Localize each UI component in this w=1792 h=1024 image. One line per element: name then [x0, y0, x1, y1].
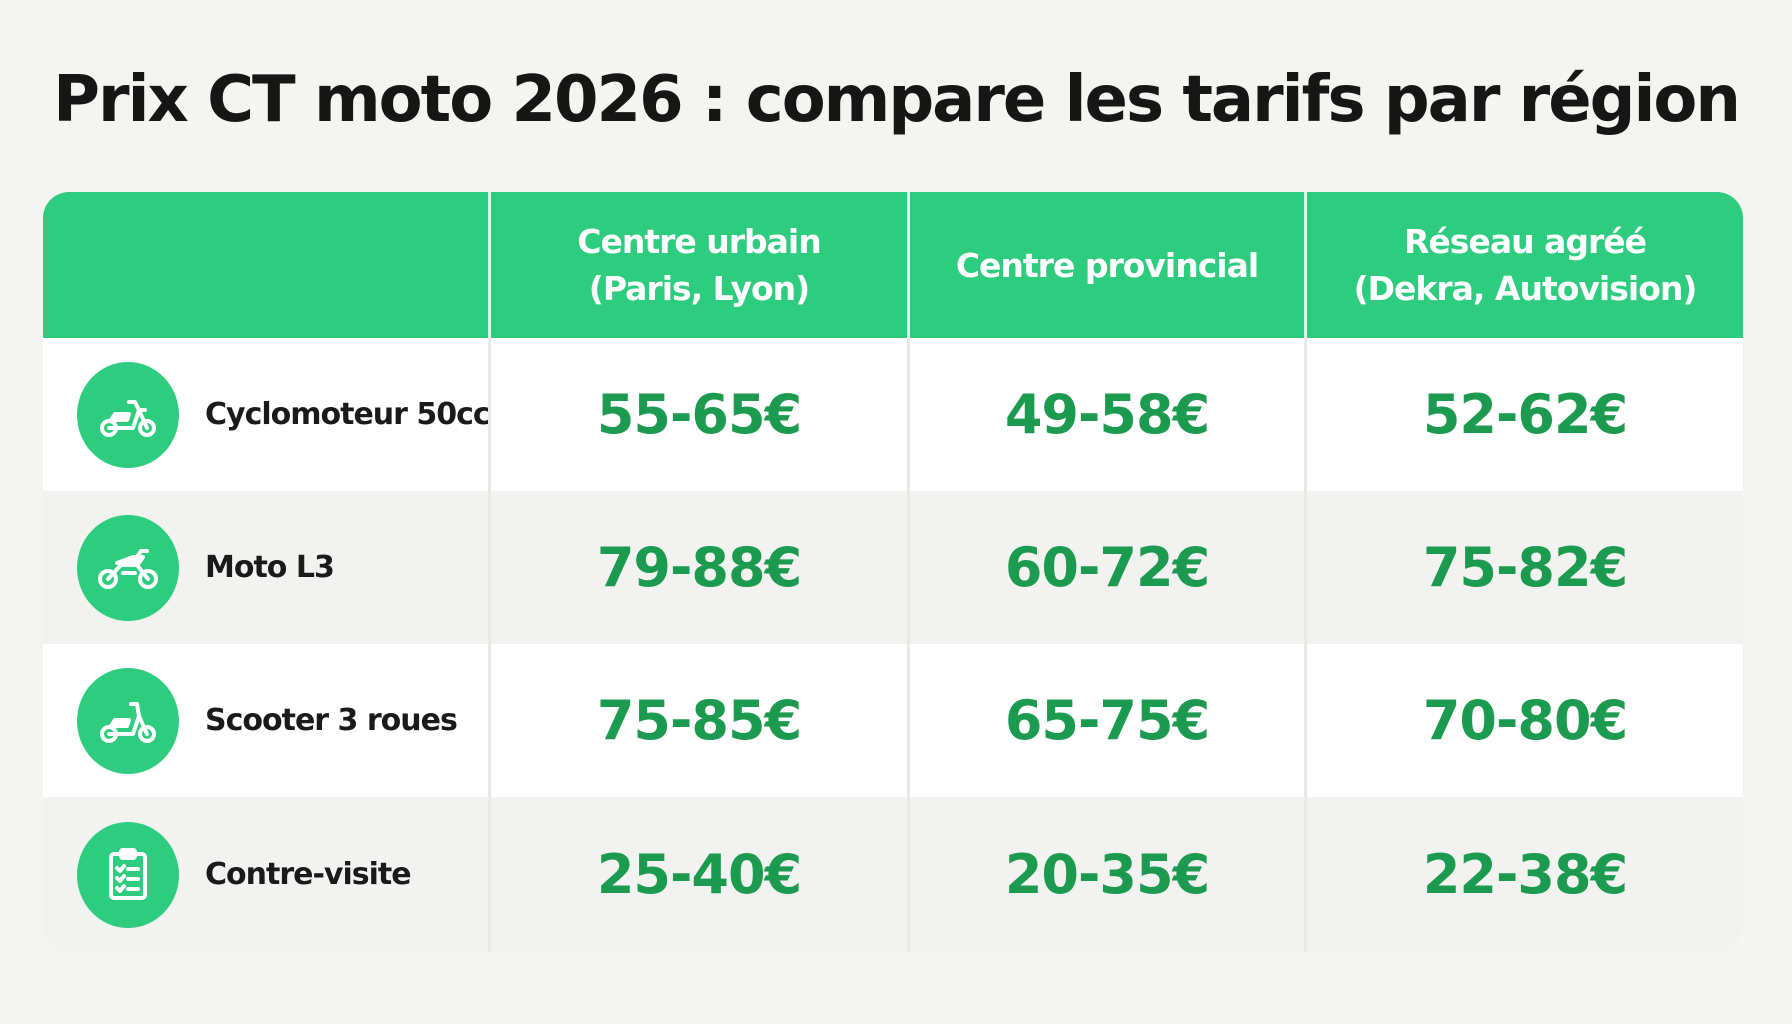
- row-label-cell: Scooter 3 roues: [43, 644, 488, 797]
- price-cell: 75-82€: [1304, 491, 1743, 644]
- clipboard-checklist-icon: [77, 821, 179, 928]
- row-label-cell: Moto L3: [43, 491, 488, 644]
- price-value: 60-72€: [1004, 536, 1210, 599]
- price-cell: 70-80€: [1304, 644, 1743, 797]
- table-row: Contre-visite 25-40€ 20-35€ 22-38€: [43, 797, 1743, 952]
- price-value: 52-62€: [1422, 383, 1628, 446]
- price-cell: 65-75€: [907, 644, 1304, 797]
- column-header-line1: Centre provincial: [955, 245, 1259, 285]
- page-title: Prix CT moto 2026 : compare les tarifs p…: [53, 63, 1741, 137]
- table-row: Scooter 3 roues 75-85€ 65-75€ 70-80€: [43, 644, 1743, 797]
- scooter-icon: [77, 667, 179, 774]
- motorcycle-icon: [77, 514, 179, 621]
- price-value: 22-38€: [1422, 843, 1628, 906]
- column-header-network: Réseau agréé (Dekra, Autovision): [1304, 192, 1743, 338]
- vehicle-label: Scooter 3 roues: [205, 703, 458, 738]
- column-header-line2: (Dekra, Autovision): [1353, 269, 1698, 308]
- price-value: 79-88€: [596, 536, 802, 599]
- price-value: 25-40€: [596, 843, 802, 906]
- table-header: Centre urbain (Paris, Lyon) Centre provi…: [43, 192, 1743, 338]
- price-value: 20-35€: [1004, 843, 1210, 906]
- column-header-urban: Centre urbain (Paris, Lyon): [488, 192, 907, 338]
- column-header-provincial: Centre provincial: [907, 192, 1304, 338]
- row-label-cell: Contre-visite: [43, 797, 488, 952]
- price-cell: 20-35€: [907, 797, 1304, 952]
- price-cell: 60-72€: [907, 491, 1304, 644]
- table-row: Cyclomoteur 50cc 55-65€ 49-58€ 52-62€: [43, 338, 1743, 491]
- price-value: 75-82€: [1422, 536, 1628, 599]
- header-empty-cell: [43, 192, 488, 338]
- price-table: Centre urbain (Paris, Lyon) Centre provi…: [43, 192, 1743, 952]
- scooter-icon: [77, 361, 179, 468]
- table-row: Moto L3 79-88€ 60-72€ 75-82€: [43, 491, 1743, 644]
- price-cell: 52-62€: [1304, 338, 1743, 491]
- price-cell: 22-38€: [1304, 797, 1743, 952]
- price-value: 55-65€: [596, 383, 802, 446]
- price-value: 49-58€: [1004, 383, 1210, 446]
- vehicle-label: Cyclomoteur 50cc: [205, 397, 491, 432]
- price-value: 65-75€: [1004, 689, 1210, 752]
- price-cell: 25-40€: [488, 797, 907, 952]
- column-header-line1: Centre urbain: [577, 222, 821, 261]
- price-cell: 55-65€: [488, 338, 907, 491]
- price-value: 75-85€: [596, 689, 802, 752]
- price-value: 70-80€: [1422, 689, 1628, 752]
- column-header-line1: Réseau agréé: [1404, 222, 1647, 261]
- vehicle-label: Moto L3: [205, 550, 335, 585]
- price-cell: 79-88€: [488, 491, 907, 644]
- price-cell: 75-85€: [488, 644, 907, 797]
- row-label-cell: Cyclomoteur 50cc: [43, 338, 491, 491]
- price-cell: 49-58€: [907, 338, 1304, 491]
- vehicle-label: Contre-visite: [205, 857, 412, 892]
- column-header-line2: (Paris, Lyon): [588, 269, 810, 308]
